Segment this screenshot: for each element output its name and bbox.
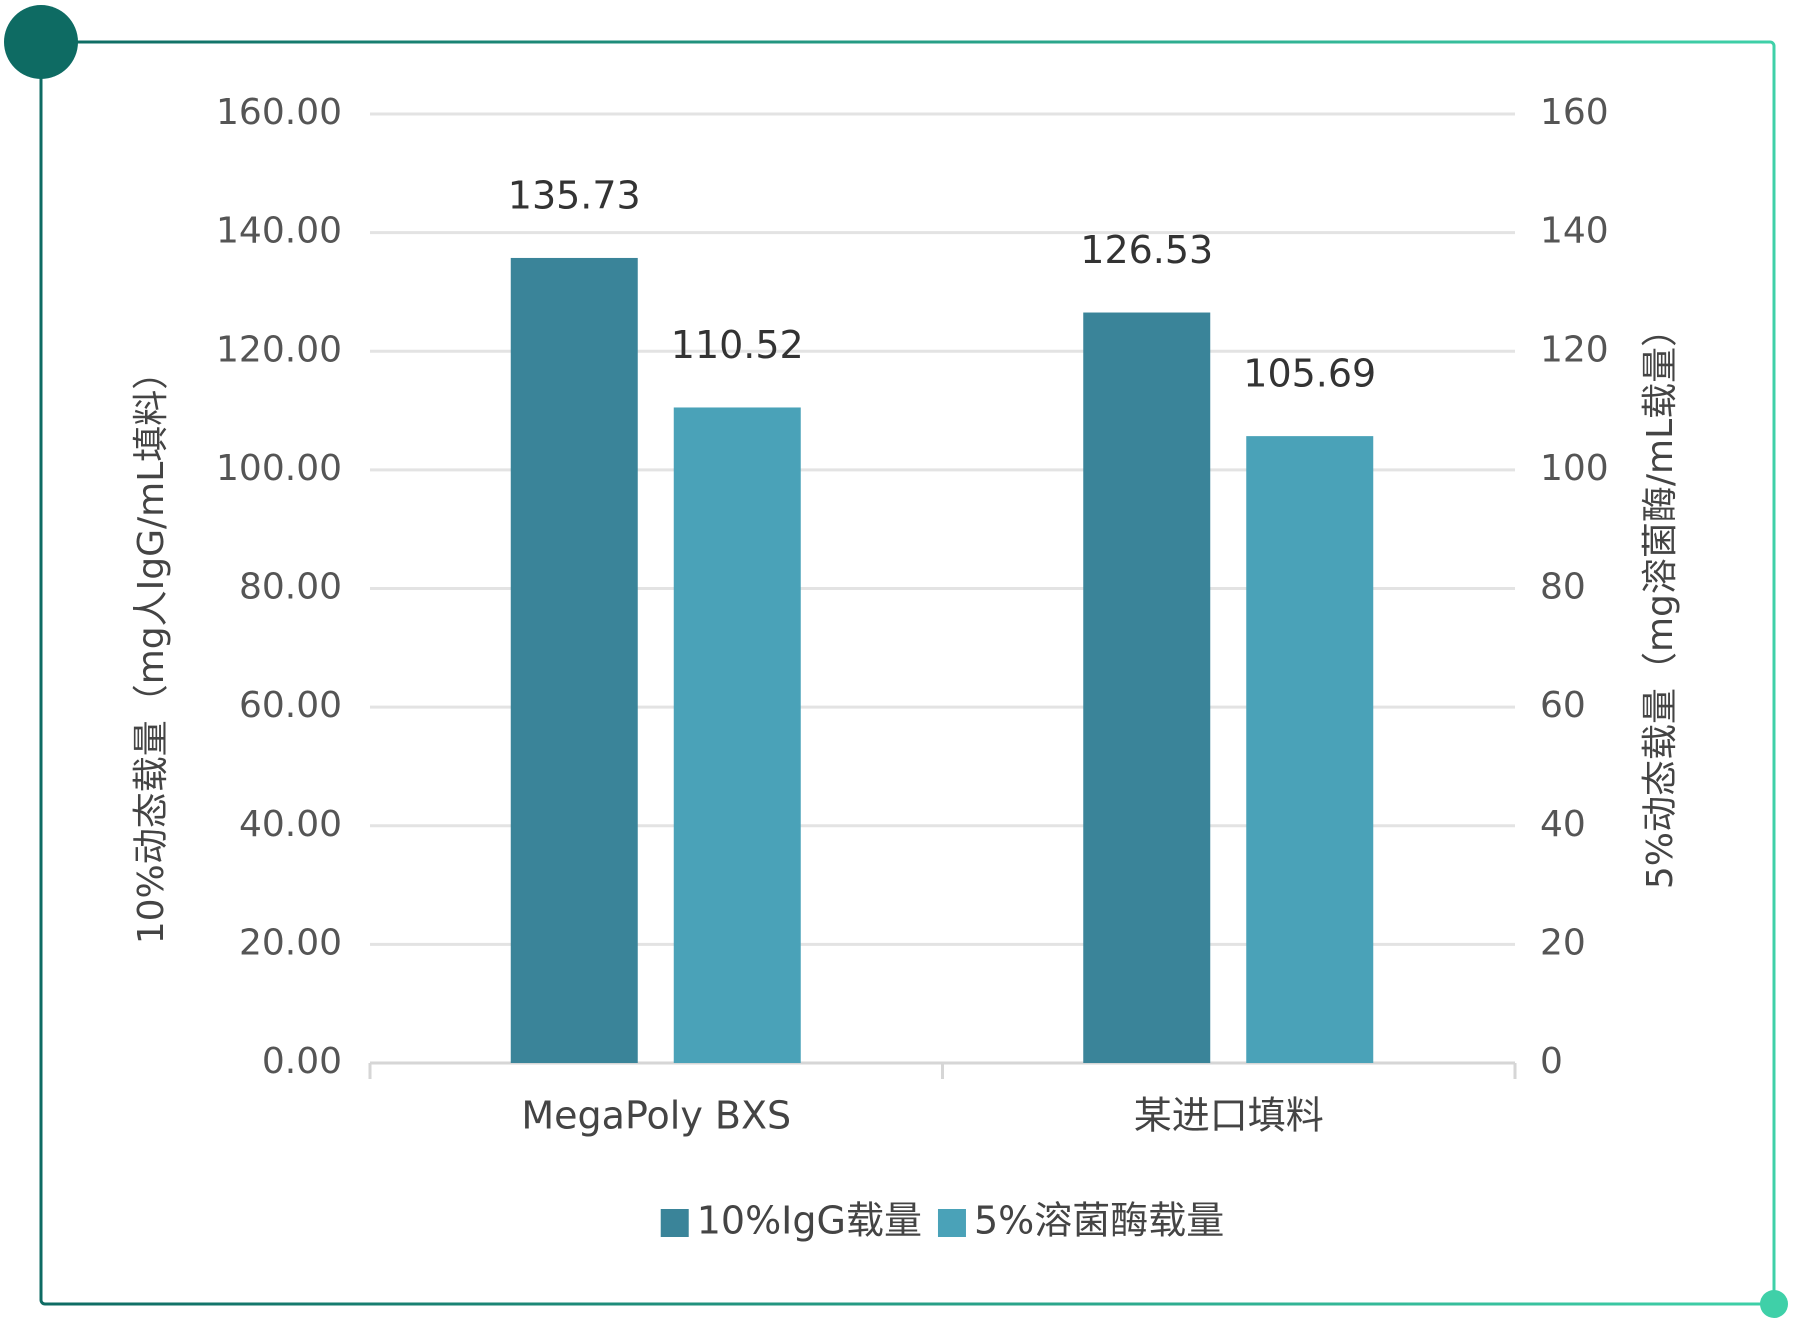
y-tick-label: 120.00 (216, 329, 342, 370)
y2-tick-label: 120 (1540, 329, 1609, 370)
y2-tick-label: 0 (1540, 1041, 1563, 1082)
bar (1246, 436, 1374, 1063)
legend-swatch (937, 1209, 966, 1237)
bar (1083, 312, 1211, 1064)
y-tick-label: 40.00 (239, 804, 342, 845)
legend-swatch (660, 1209, 689, 1237)
x-tick-label: 某进口填料 (1134, 1094, 1324, 1138)
value-label: 126.53 (1080, 228, 1213, 272)
value-label: 105.69 (1243, 352, 1376, 396)
y2-tick-label: 40 (1540, 804, 1586, 845)
y2-tick-label: 20 (1540, 922, 1586, 963)
bar (510, 257, 638, 1064)
y2-tick-label: 160 (1540, 92, 1609, 133)
bar (673, 407, 801, 1063)
y-axis-title: 10%动态载量（mg人IgG/mL填料） (131, 354, 172, 945)
value-label: 110.52 (671, 323, 804, 367)
y2-tick-label: 60 (1540, 685, 1586, 726)
y-tick-label: 60.00 (239, 685, 342, 726)
frame-dot (4, 5, 78, 79)
y-tick-label: 80.00 (239, 567, 342, 608)
legend-label: 10%IgG载量 (697, 1199, 922, 1243)
y2-tick-label: 100 (1540, 448, 1609, 489)
value-label: 135.73 (508, 173, 641, 217)
y-tick-label: 0.00 (262, 1041, 342, 1082)
y2-tick-label: 140 (1540, 211, 1609, 252)
y-tick-label: 160.00 (216, 92, 342, 133)
frame-dot (1760, 1290, 1788, 1318)
x-tick-label: MegaPoly BXS (521, 1094, 791, 1138)
y2-axis-title: 5%动态载量（mg溶菌酶/mL载量） (1640, 311, 1681, 889)
y-tick-label: 140.00 (216, 211, 342, 252)
frame (39, 40, 1776, 1306)
y2-tick-label: 80 (1540, 567, 1586, 608)
y-tick-label: 20.00 (239, 922, 342, 963)
y-tick-label: 100.00 (216, 448, 342, 489)
legend-label: 5%溶菌酶载量 (974, 1199, 1224, 1243)
